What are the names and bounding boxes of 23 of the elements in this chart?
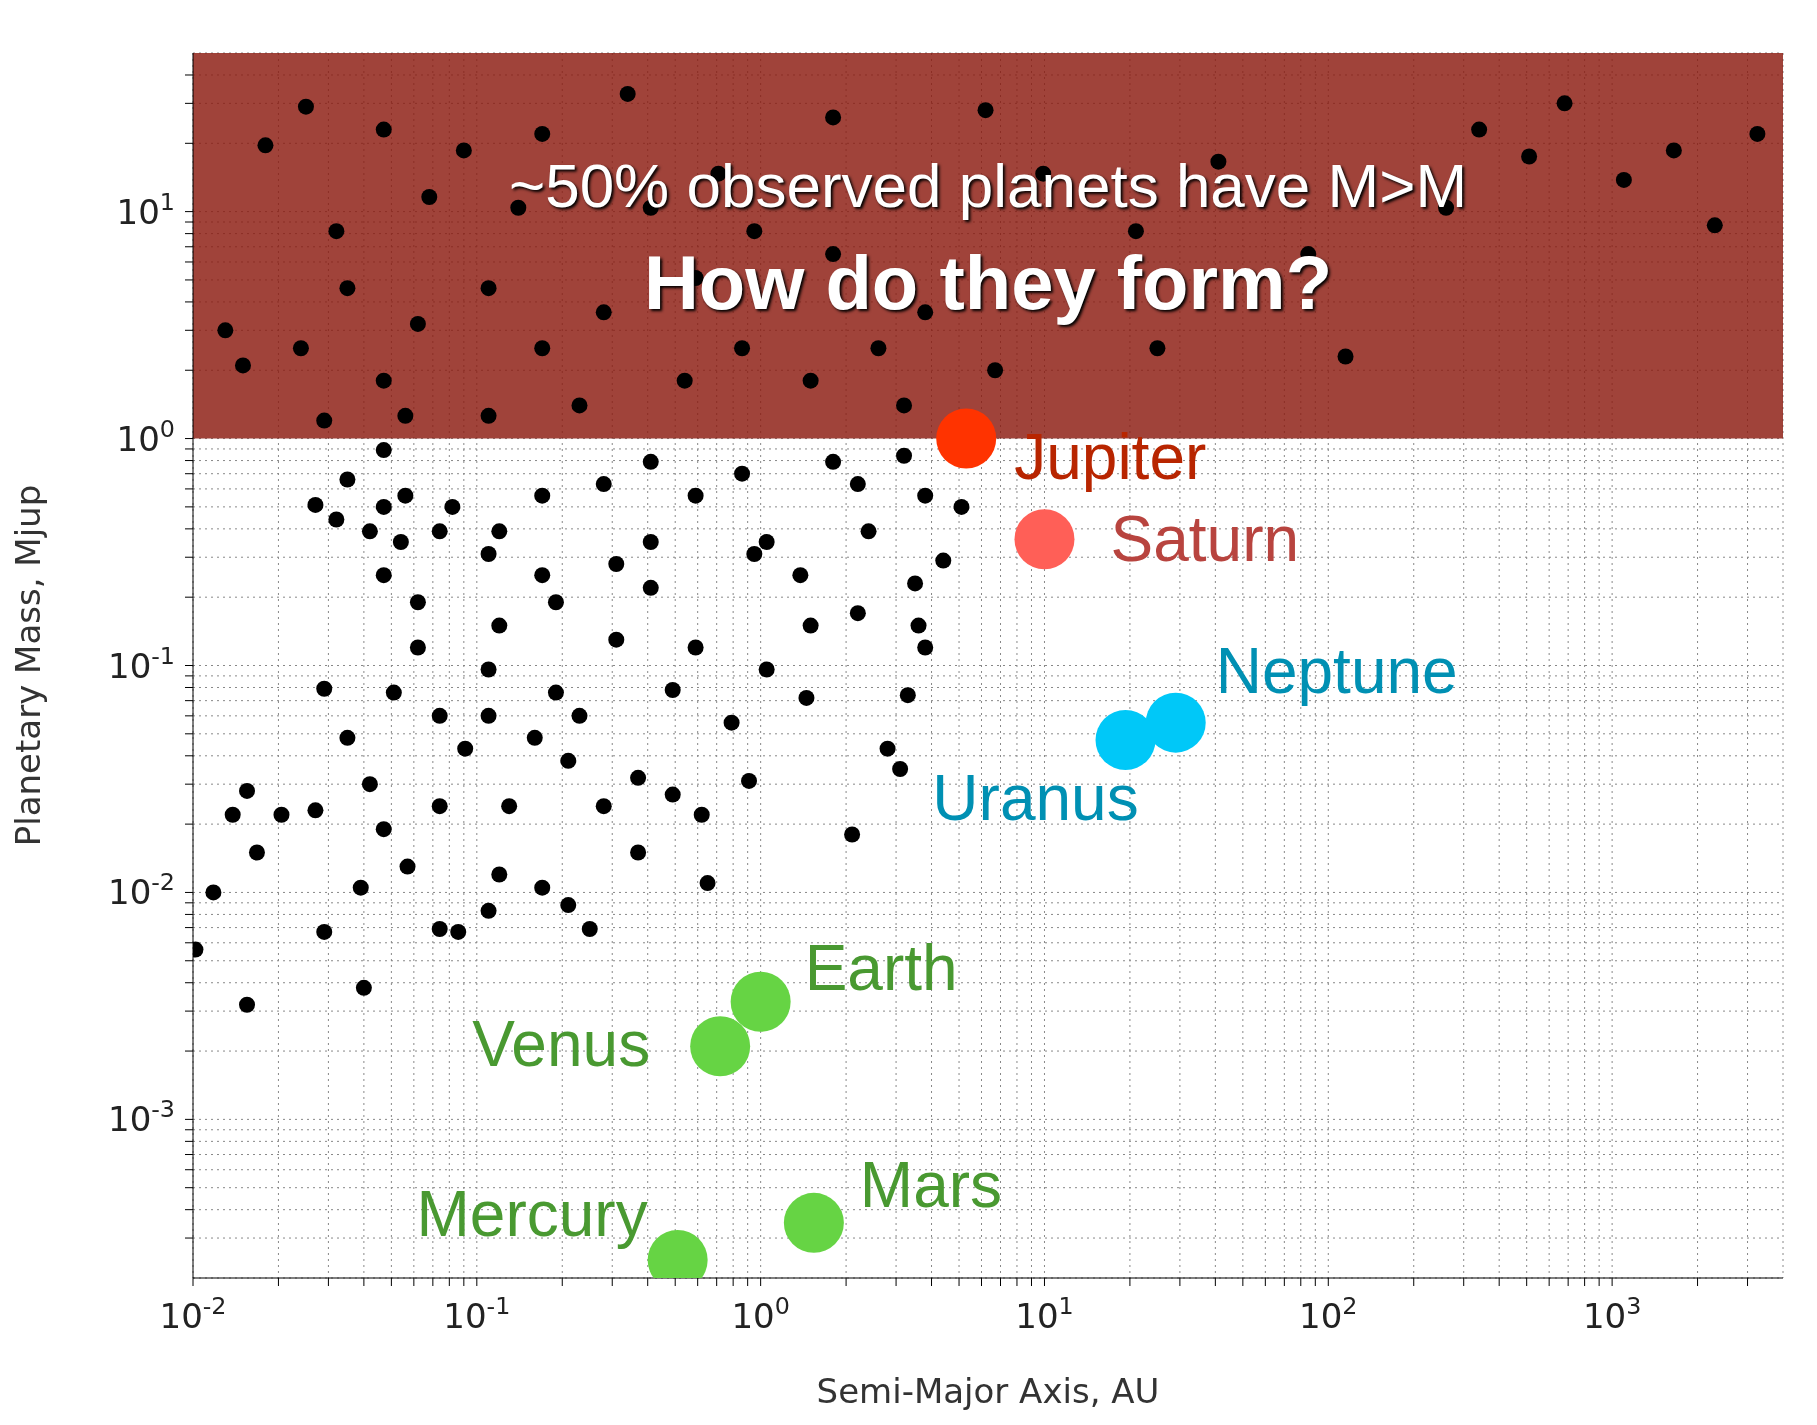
series-label: Saturn	[1110, 503, 1300, 576]
x-tick-label: 10$^{3}$	[1582, 1292, 1642, 1336]
x-tick-label: 10$^{-2}$	[159, 1292, 227, 1336]
x-tick-label: 10$^{-1}$	[443, 1292, 511, 1336]
series-label: Uranus	[932, 761, 1139, 834]
series-label: Mars	[859, 1148, 1003, 1221]
series-label: Neptune	[1215, 634, 1458, 707]
annotation: ~50% observed planets have M>M	[507, 150, 1469, 222]
y-tick-label: 10$^{-1}$	[108, 641, 175, 686]
y-tick-label: 10$^{-2}$	[108, 868, 175, 913]
y-tick-label: 10$^{1}$	[116, 187, 175, 232]
y-tick-label: 10$^{-3}$	[108, 1095, 175, 1140]
x-axis-title: Semi-Major Axis, AU	[816, 1371, 1160, 1411]
x-tick-label: 10$^{0}$	[731, 1292, 790, 1336]
y-axis-title: Planetary Mass, Mjup	[8, 484, 49, 847]
annotation: How do they form?	[642, 238, 1334, 327]
x-tick-label: 10$^{2}$	[1299, 1292, 1358, 1336]
x-tick-label: 10$^{1}$	[1015, 1292, 1074, 1336]
series-label: Jupiter	[1014, 420, 1207, 493]
series-label: Mercury	[416, 1178, 648, 1251]
y-tick-label: 10$^{0}$	[116, 414, 175, 459]
series-label: Earth	[804, 931, 958, 1004]
series-label: Venus	[472, 1008, 651, 1081]
